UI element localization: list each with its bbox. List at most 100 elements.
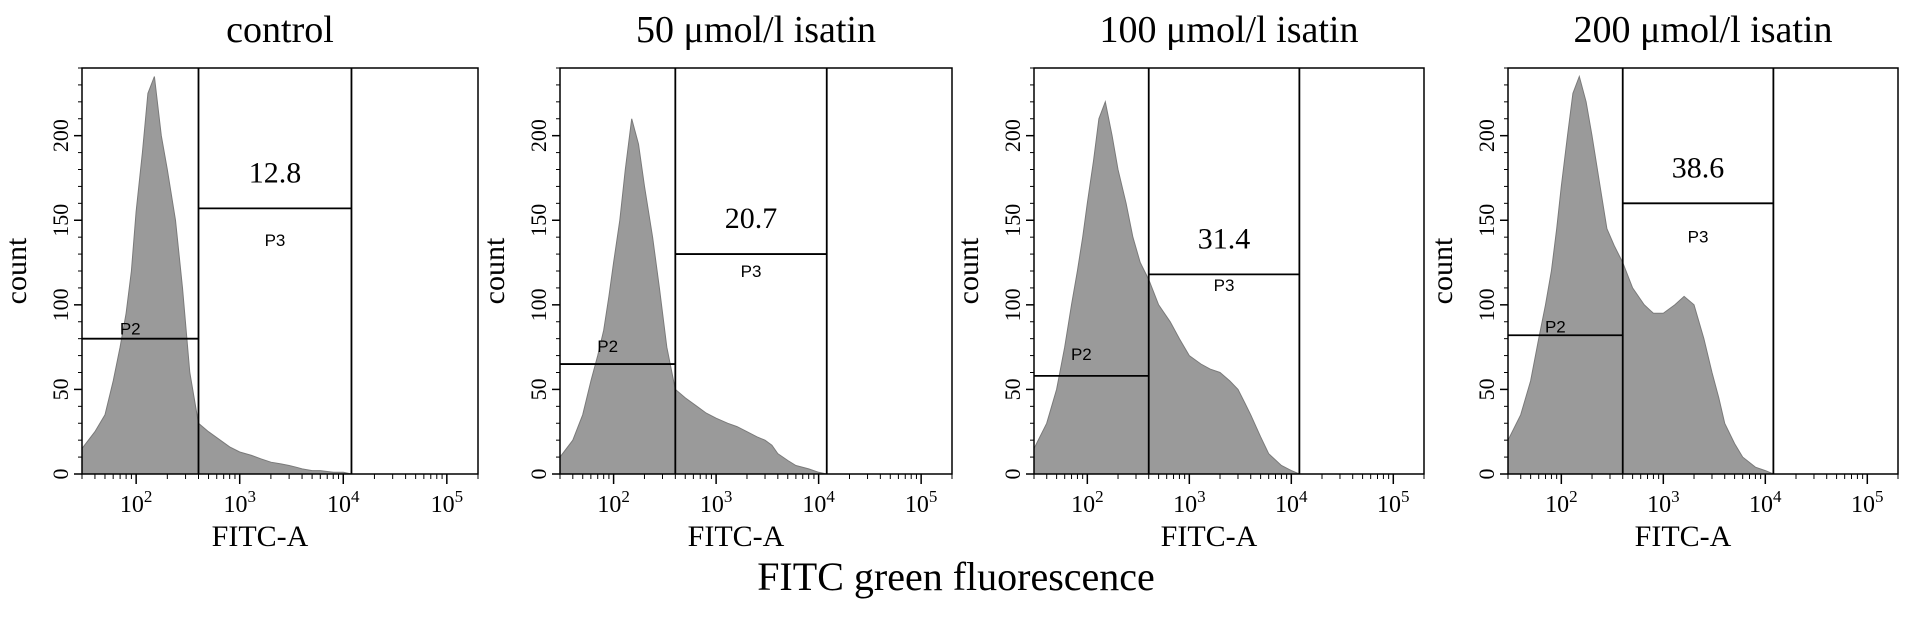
x-axis-label: FITC-A xyxy=(1635,520,1732,553)
gate-label: P3 xyxy=(741,262,762,281)
x-tick-label: 104 xyxy=(1275,487,1308,518)
y-tick-label: 150 xyxy=(1000,204,1025,237)
x-tick-label: 103 xyxy=(1647,487,1680,518)
x-tick-label: 104 xyxy=(1749,487,1782,518)
gate-label: P2 xyxy=(1545,317,1566,336)
gate-label: P2 xyxy=(597,337,618,356)
x-tick-base: 10 xyxy=(1545,492,1569,518)
y-tick-label: 200 xyxy=(1000,119,1025,152)
y-axis-label: count xyxy=(0,237,33,304)
x-tick-label: 102 xyxy=(1071,487,1104,518)
x-tick-label: 102 xyxy=(120,487,153,518)
gate-percent: 38.6 xyxy=(1672,151,1725,184)
x-tick-exponent: 2 xyxy=(621,487,630,506)
gate-label: P3 xyxy=(265,231,286,250)
x-tick-base: 10 xyxy=(1851,492,1875,518)
histogram-area xyxy=(81,76,352,475)
y-tick-label: 50 xyxy=(526,378,551,400)
y-tick-label: 0 xyxy=(1474,469,1499,480)
y-tick-label: 50 xyxy=(48,378,73,400)
gate-label: P3 xyxy=(1214,276,1235,295)
x-tick-label: 103 xyxy=(700,487,733,518)
x-axis-label: FITC-A xyxy=(688,520,785,553)
panel-title: control xyxy=(226,9,334,51)
x-tick-label: 104 xyxy=(327,487,360,518)
x-tick-label: 105 xyxy=(431,487,464,518)
x-tick-label: 102 xyxy=(1545,487,1578,518)
x-tick-base: 10 xyxy=(327,492,351,518)
panel-title: 100 μmol/l isatin xyxy=(1100,9,1359,51)
x-tick-base: 10 xyxy=(905,492,929,518)
gate-label: P2 xyxy=(1071,345,1092,364)
common-x-axis-label: FITC green fluorescence xyxy=(757,554,1155,599)
x-tick-base: 10 xyxy=(1071,492,1095,518)
x-tick-exponent: 5 xyxy=(455,487,464,506)
histogram-area xyxy=(1507,74,1774,475)
x-axis-label: FITC-A xyxy=(1161,520,1258,553)
y-axis-label: count xyxy=(478,237,511,304)
x-tick-exponent: 3 xyxy=(724,487,733,506)
x-tick-exponent: 4 xyxy=(1299,487,1308,506)
y-tick-label: 100 xyxy=(1000,288,1025,321)
y-tick-label: 100 xyxy=(1474,288,1499,321)
x-tick-base: 10 xyxy=(700,492,724,518)
x-tick-exponent: 2 xyxy=(144,487,153,506)
x-tick-label: 104 xyxy=(802,487,835,518)
x-axis-label: FITC-A xyxy=(212,520,309,553)
gate-percent: 12.8 xyxy=(249,156,302,189)
y-tick-label: 200 xyxy=(1474,119,1499,152)
x-tick-base: 10 xyxy=(1647,492,1671,518)
gate-label: P3 xyxy=(1688,228,1709,247)
x-tick-base: 10 xyxy=(120,492,144,518)
x-tick-exponent: 3 xyxy=(1197,487,1206,506)
x-tick-exponent: 4 xyxy=(1773,487,1782,506)
y-axis-label: count xyxy=(952,237,985,304)
x-tick-exponent: 4 xyxy=(826,487,835,506)
x-tick-base: 10 xyxy=(1377,492,1401,518)
x-tick-label: 103 xyxy=(1173,487,1206,518)
x-tick-label: 103 xyxy=(223,487,256,518)
x-tick-exponent: 2 xyxy=(1569,487,1578,506)
x-tick-label: 105 xyxy=(905,487,938,518)
gate-percent: 31.4 xyxy=(1198,222,1251,255)
x-tick-base: 10 xyxy=(1749,492,1773,518)
x-tick-exponent: 3 xyxy=(1671,487,1680,506)
y-tick-label: 200 xyxy=(48,119,73,152)
y-tick-label: 150 xyxy=(1474,204,1499,237)
histogram-area xyxy=(1033,99,1300,475)
x-tick-exponent: 5 xyxy=(1875,487,1884,506)
x-tick-label: 105 xyxy=(1851,487,1884,518)
x-tick-base: 10 xyxy=(597,492,621,518)
x-tick-label: 102 xyxy=(597,487,630,518)
y-axis-label: count xyxy=(1426,237,1459,304)
histogram-area xyxy=(559,118,827,475)
x-tick-exponent: 2 xyxy=(1095,487,1104,506)
x-tick-base: 10 xyxy=(802,492,826,518)
panel-title: 50 μmol/l isatin xyxy=(636,9,876,51)
x-tick-exponent: 5 xyxy=(929,487,938,506)
y-tick-label: 50 xyxy=(1474,378,1499,400)
x-tick-exponent: 4 xyxy=(351,487,360,506)
y-tick-label: 150 xyxy=(526,204,551,237)
y-tick-label: 100 xyxy=(526,288,551,321)
y-tick-label: 50 xyxy=(1000,378,1025,400)
x-tick-exponent: 3 xyxy=(247,487,256,506)
x-tick-exponent: 5 xyxy=(1401,487,1410,506)
panel-title: 200 μmol/l isatin xyxy=(1574,9,1833,51)
y-tick-label: 150 xyxy=(48,204,73,237)
gate-percent: 20.7 xyxy=(725,202,778,235)
x-tick-base: 10 xyxy=(1173,492,1197,518)
y-tick-label: 100 xyxy=(48,288,73,321)
y-tick-label: 0 xyxy=(48,469,73,480)
x-tick-base: 10 xyxy=(1275,492,1299,518)
x-tick-label: 105 xyxy=(1377,487,1410,518)
y-tick-label: 0 xyxy=(526,469,551,480)
gate-label: P2 xyxy=(120,320,141,339)
y-tick-label: 0 xyxy=(1000,469,1025,480)
y-tick-label: 200 xyxy=(526,119,551,152)
